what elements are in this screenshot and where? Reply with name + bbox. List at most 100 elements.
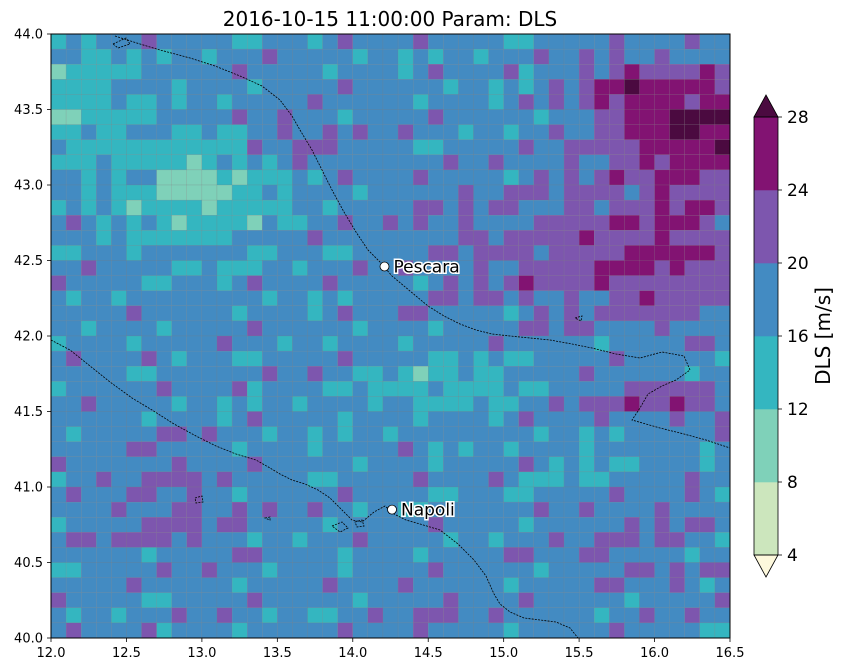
grid-cell: [397, 426, 414, 442]
grid-cell: [352, 547, 369, 563]
grid-cell: [488, 34, 504, 50]
grid-cell: [277, 577, 293, 593]
grid-cell: [231, 622, 248, 638]
grid-cell: [277, 94, 293, 110]
grid-cell: [352, 260, 369, 276]
grid-cell: [533, 562, 550, 578]
grid-cell: [518, 48, 535, 65]
grid-cell: [322, 245, 338, 261]
grid-cell: [352, 562, 369, 578]
grid-cell: [126, 215, 142, 231]
grid-cell: [307, 215, 323, 231]
grid-cell: [262, 305, 278, 322]
grid-cell: [654, 411, 670, 427]
grid-cell: [578, 215, 595, 231]
grid-cell: [518, 471, 535, 488]
grid-cell: [337, 79, 354, 95]
grid-cell: [563, 577, 580, 593]
grid-cell: [624, 199, 640, 216]
grid-cell: [382, 320, 399, 337]
grid-cell: [397, 547, 414, 563]
grid-cell: [216, 94, 233, 110]
grid-cell: [548, 547, 565, 563]
grid-cell: [428, 396, 444, 412]
grid-cell: [578, 260, 595, 276]
grid-cell: [96, 426, 112, 442]
grid-cell: [201, 34, 218, 50]
grid-cell: [699, 607, 716, 624]
grid-cell: [126, 562, 142, 578]
grid-cell: [624, 381, 640, 397]
grid-cell: [428, 350, 444, 367]
colorbar-label: DLS [m/s]: [811, 287, 835, 385]
grid-cell: [337, 532, 354, 548]
grid-cell: [669, 230, 685, 246]
grid-cell: [352, 622, 369, 638]
grid-cell: [488, 441, 504, 458]
grid-cell: [367, 562, 384, 578]
grid-cell: [307, 441, 323, 458]
grid-cell: [96, 48, 112, 65]
grid-cell: [488, 94, 504, 110]
grid-cell: [412, 366, 429, 382]
grid-cell: [548, 109, 565, 125]
grid-cell: [352, 441, 369, 458]
grid-cell: [186, 562, 203, 578]
grid-cell: [277, 199, 293, 216]
grid-cell: [292, 245, 308, 261]
grid-cell: [51, 381, 67, 397]
grid-cell: [292, 34, 308, 50]
grid-cell: [307, 562, 323, 578]
grid-cell: [397, 215, 414, 231]
grid-cell: [51, 622, 67, 638]
grid-cell: [126, 577, 142, 593]
grid-cell: [428, 154, 444, 171]
grid-cell: [518, 154, 535, 171]
grid-cell: [277, 124, 293, 140]
grid-cell: [518, 139, 535, 156]
grid-cell: [518, 199, 535, 216]
grid-cell: [246, 215, 263, 231]
grid-cell: [609, 547, 625, 563]
grid-cell: [503, 441, 519, 458]
grid-cell: [443, 335, 459, 352]
grid-cell: [201, 381, 218, 397]
grid-cell: [186, 350, 203, 367]
grid-cell: [382, 486, 399, 503]
grid-cell: [111, 547, 127, 563]
grid-cell: [322, 109, 338, 125]
grid-cell: [488, 260, 504, 276]
grid-cell: [412, 64, 429, 80]
grid-cell: [609, 320, 625, 337]
grid-cell: [231, 426, 248, 442]
grid-cell: [473, 154, 489, 171]
grid-cell: [443, 305, 459, 322]
grid-cell: [65, 169, 82, 186]
grid-cell: [669, 350, 685, 367]
grid-cell: [126, 441, 142, 458]
grid-cell: [246, 366, 263, 382]
grid-cell: [231, 230, 248, 246]
grid-cell: [669, 517, 685, 533]
grid-cell: [654, 199, 670, 216]
grid-cell: [684, 366, 701, 382]
grid-cell: [503, 139, 519, 156]
grid-cell: [186, 79, 203, 95]
grid-cell: [231, 199, 248, 216]
grid-cell: [533, 471, 550, 488]
grid-cell: [412, 622, 429, 638]
grid-cell: [246, 290, 263, 307]
grid-cell: [171, 350, 188, 367]
grid-cell: [382, 34, 399, 50]
grid-cell: [186, 215, 203, 231]
grid-cell: [548, 350, 565, 367]
grid-cell: [186, 139, 203, 156]
grid-cell: [262, 471, 278, 488]
grid-cell: [307, 124, 323, 140]
grid-cell: [171, 592, 188, 609]
grid-cell: [458, 184, 474, 201]
grid-cell: [81, 532, 97, 548]
grid-cell: [322, 94, 338, 110]
grid-cell: [443, 411, 459, 427]
grid-cell: [111, 532, 127, 548]
